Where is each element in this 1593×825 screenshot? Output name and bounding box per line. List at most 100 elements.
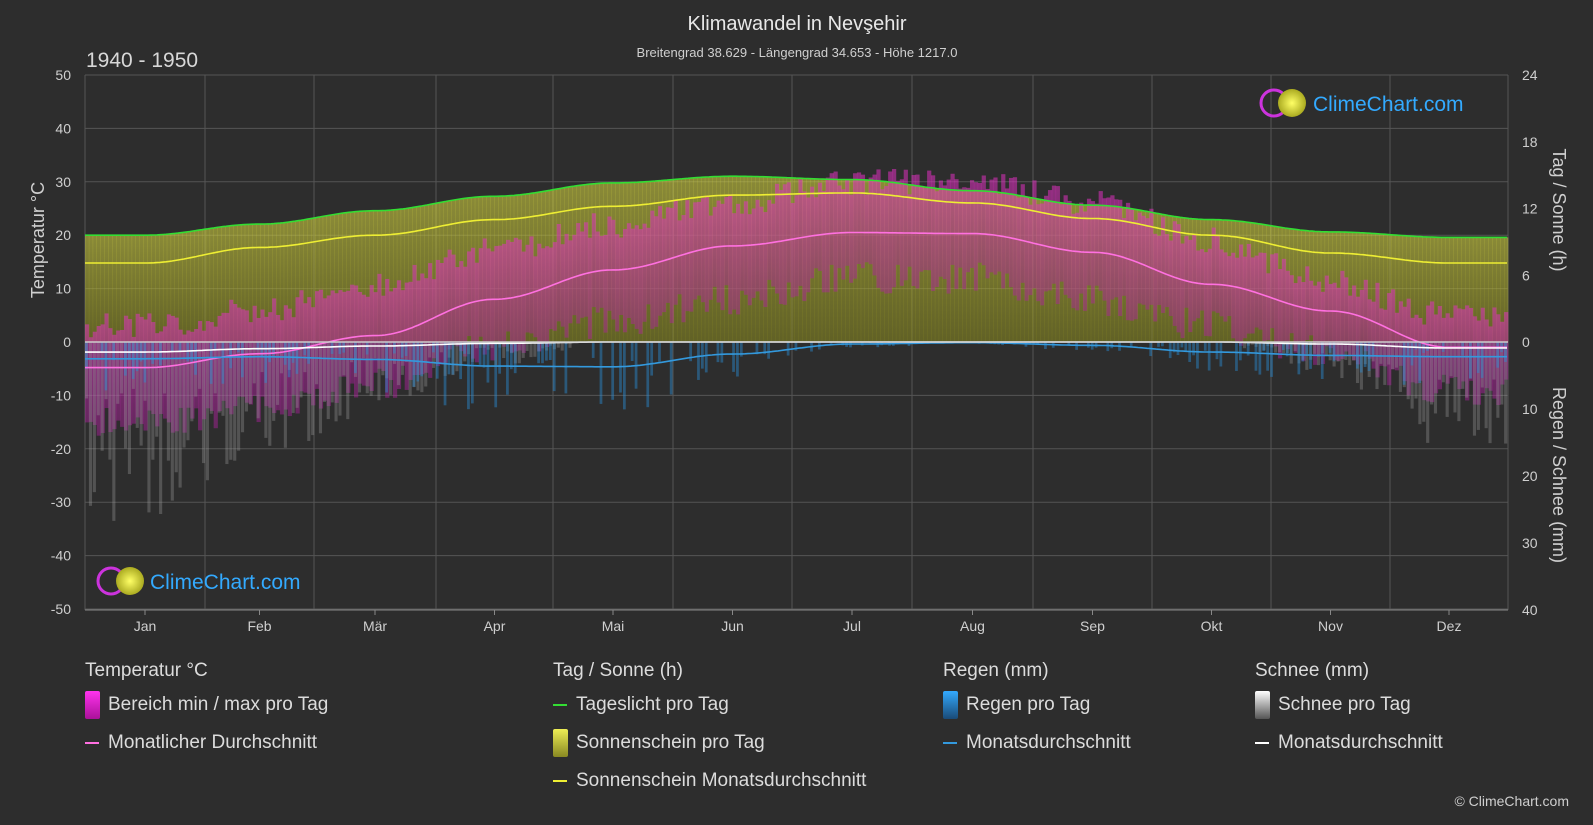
temp-range-bar bbox=[728, 194, 733, 315]
temp-range-bar bbox=[182, 334, 187, 433]
legend-label: Sonnenschein Monatsdurchschnitt bbox=[576, 770, 867, 791]
month-label: Mär bbox=[363, 618, 387, 634]
temp-range-bar bbox=[174, 317, 179, 432]
temp-range-bar bbox=[942, 185, 947, 280]
snow-bar bbox=[455, 342, 459, 372]
rain-bar bbox=[1203, 342, 1207, 351]
temp-range-bar bbox=[782, 184, 788, 305]
temp-range-bar bbox=[1133, 220, 1138, 320]
rain-bar bbox=[1281, 342, 1285, 350]
sunshine-bar bbox=[96, 235, 101, 342]
temp-range-bar bbox=[724, 197, 729, 286]
sunshine-bar bbox=[385, 210, 390, 342]
snow-bar bbox=[1324, 342, 1328, 356]
temp-range-bar bbox=[1472, 316, 1478, 405]
temp-range-bar bbox=[665, 207, 671, 303]
snow-bar bbox=[96, 342, 100, 416]
temp-range-bar bbox=[237, 307, 242, 397]
temp-range-bar bbox=[1250, 257, 1255, 334]
temp-range-bar bbox=[1352, 285, 1357, 361]
temp-range-bar bbox=[642, 223, 647, 322]
rain-bar bbox=[1320, 342, 1324, 379]
snow-bar bbox=[205, 342, 209, 481]
rain-bar bbox=[720, 342, 724, 363]
temp-range-bar bbox=[1414, 314, 1419, 384]
snow-bar bbox=[459, 342, 463, 366]
sunshine-bar bbox=[155, 234, 160, 342]
snow-bar bbox=[100, 342, 104, 451]
temp-range-bar bbox=[966, 187, 971, 273]
temp-range-bar bbox=[1161, 217, 1166, 313]
temp-range-bar bbox=[927, 170, 932, 271]
snow-bar bbox=[490, 342, 494, 348]
legend: Temperatur °C Bereich min / max pro Tag … bbox=[0, 660, 1593, 800]
temp-range-bar bbox=[264, 316, 269, 407]
temp-range-bar bbox=[548, 247, 554, 330]
temp-range-bar bbox=[1313, 285, 1318, 365]
temp-range-bar bbox=[708, 215, 713, 300]
snow-bar bbox=[467, 342, 471, 355]
temp-range-bar bbox=[1500, 321, 1505, 385]
temp-range-bar bbox=[478, 248, 483, 337]
temp-range-bar bbox=[1012, 177, 1018, 296]
rain-bar bbox=[135, 342, 139, 372]
rain-bar bbox=[716, 342, 720, 363]
sunshine-bar bbox=[1480, 237, 1485, 342]
sunshine-bar bbox=[1496, 237, 1501, 342]
temp-range-bar bbox=[517, 239, 522, 351]
snow-bar bbox=[1336, 342, 1340, 362]
sunshine-bar bbox=[1359, 232, 1365, 342]
snow-bar bbox=[1328, 342, 1332, 361]
rain-bar bbox=[1238, 342, 1242, 361]
temp-range-bar bbox=[743, 201, 749, 295]
temp-range-bar bbox=[919, 185, 924, 272]
month-label: Jan bbox=[134, 618, 157, 634]
temp-range-bar bbox=[447, 249, 452, 350]
temp-range-bar bbox=[1051, 185, 1057, 284]
snow-bar bbox=[389, 342, 393, 395]
rain-bar bbox=[658, 342, 661, 362]
sunshine-bar bbox=[104, 235, 109, 342]
temp-range-bar bbox=[392, 287, 398, 398]
temp-range-bar bbox=[615, 234, 620, 332]
sunshine-bar bbox=[139, 235, 144, 342]
snow-bar bbox=[1410, 342, 1414, 409]
temp-range-bar bbox=[85, 324, 90, 423]
rain-avg-line bbox=[85, 341, 1507, 368]
snow-bar bbox=[198, 342, 202, 389]
temp-range-bar bbox=[276, 314, 281, 411]
rain-bar bbox=[1196, 342, 1199, 369]
temp-range-bar bbox=[170, 315, 175, 433]
rain-bar bbox=[498, 342, 501, 374]
temp-range-bar bbox=[576, 223, 581, 324]
sunshine-bar bbox=[354, 211, 359, 342]
left-axis-title: Temperatur °C bbox=[28, 182, 48, 298]
sunshine-bar bbox=[151, 235, 156, 342]
snow-bar bbox=[233, 342, 237, 461]
snow-bar bbox=[424, 342, 428, 387]
temp-range-bar bbox=[981, 175, 986, 266]
sunshine-bar bbox=[1410, 236, 1415, 342]
rain-bar bbox=[1406, 342, 1410, 357]
rain-bar bbox=[1359, 342, 1363, 373]
sunshine-bar bbox=[88, 235, 94, 342]
sunshine-bar bbox=[361, 211, 367, 342]
temp-range-bar bbox=[938, 180, 943, 277]
rain-bar bbox=[178, 342, 182, 352]
sunshine-bar bbox=[248, 224, 253, 342]
temp-range-bar bbox=[934, 191, 940, 287]
snow-bar bbox=[318, 342, 323, 434]
sunshine-bar bbox=[272, 223, 277, 342]
temp-range-bar bbox=[1231, 252, 1236, 339]
snow-bar bbox=[225, 342, 229, 465]
temp-range-bar bbox=[1055, 186, 1060, 305]
rain-bar bbox=[564, 342, 568, 394]
snow-bar bbox=[506, 342, 510, 352]
temp-range-bar bbox=[1320, 291, 1326, 364]
sunshine-bar bbox=[1469, 237, 1474, 342]
sunshine-bar bbox=[1441, 237, 1446, 342]
rain-bar bbox=[767, 342, 770, 359]
snow-bar bbox=[1449, 342, 1453, 377]
temp-range-bar bbox=[1379, 308, 1384, 366]
temp-range-bar bbox=[135, 313, 140, 418]
